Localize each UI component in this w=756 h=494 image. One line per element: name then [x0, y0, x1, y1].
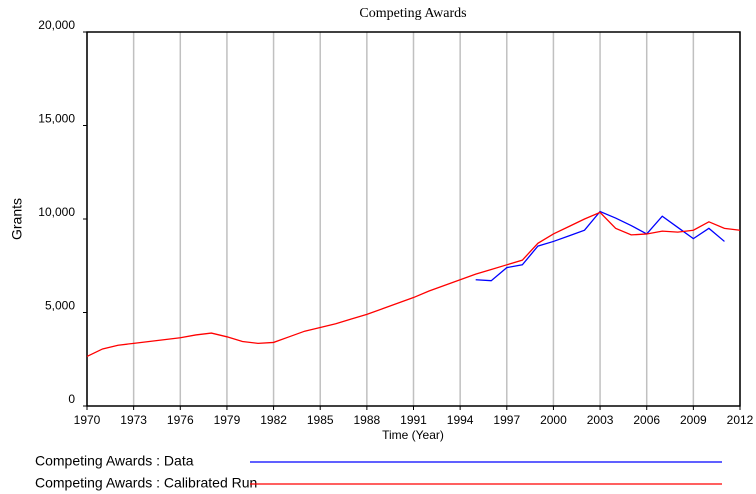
y-tick-label: 0: [68, 392, 75, 406]
series-line: [86, 211, 741, 358]
x-tick-label: 1982: [260, 413, 287, 427]
x-tick-label: 2012: [727, 413, 754, 427]
legend-label: Competing Awards : Data: [35, 453, 194, 469]
y-axis-label: Grants: [9, 198, 25, 240]
x-tick-label: 2006: [633, 413, 660, 427]
chart-title: Competing Awards: [359, 6, 466, 21]
x-tick-label: 1970: [74, 413, 101, 427]
x-axis-label: Time (Year): [382, 428, 444, 442]
x-tick-label: 1976: [167, 413, 194, 427]
x-tick-label: 1985: [307, 413, 334, 427]
x-tick-label: 1973: [120, 413, 147, 427]
legend-label: Competing Awards : Calibrated Run: [35, 475, 257, 491]
x-tick-label: 1997: [493, 413, 520, 427]
x-tick-label: 1979: [214, 413, 241, 427]
x-tick-label: 1988: [354, 413, 381, 427]
x-tick-label: 1994: [447, 413, 474, 427]
x-tick-label: 2000: [540, 413, 567, 427]
x-tick-label: 2009: [680, 413, 707, 427]
x-tick-label: 2003: [587, 413, 614, 427]
y-tick-label: 20,000: [38, 18, 75, 32]
y-tick-label: 5,000: [45, 299, 75, 313]
x-tick-label: 1991: [400, 413, 427, 427]
plot-frame: [86, 31, 741, 407]
y-tick-label: 15,000: [38, 112, 75, 126]
y-tick-label: 10,000: [38, 205, 75, 219]
